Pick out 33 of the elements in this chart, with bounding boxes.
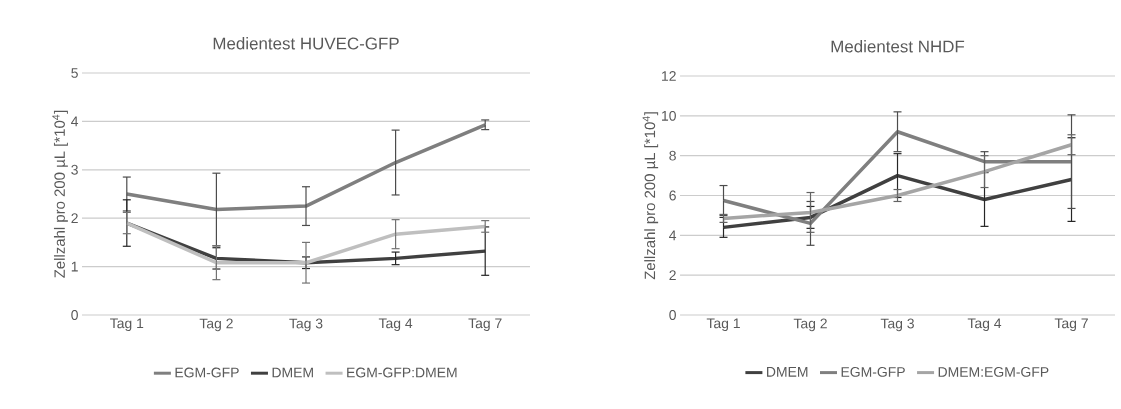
x-tick-label: Tag 2 (199, 318, 233, 332)
y-tick-label: 5 (71, 68, 78, 78)
y-tick-label: 0 (669, 310, 676, 320)
y-tick-label: 4 (669, 230, 677, 241)
y-axis-title: Zellzahl pro 200 µL [*10$^{4}$] (52, 110, 68, 278)
y-tick-label: 10 (662, 110, 676, 121)
legend-label: DMEM (272, 367, 313, 378)
x-tick-label: Tag 3 (880, 318, 914, 332)
x-tick-label: Tag 7 (1054, 318, 1088, 332)
x-tick-label: Tag 7 (468, 318, 502, 332)
x-tick-label: Tag 1 (706, 318, 740, 332)
chart-title: Medientest NHDF (831, 40, 965, 53)
legend-label: EGM-GFP:DMEM (347, 367, 457, 378)
x-tick-label: Tag 4 (967, 318, 1002, 332)
y-tick-label: 0 (71, 310, 78, 320)
y-tick-label: 4 (71, 116, 79, 127)
legend-label: DMEM:EGM-GFP (938, 366, 1049, 377)
legend-label: DMEM (767, 367, 808, 377)
y-tick-label: 2 (669, 270, 676, 281)
y-tick-label: 8 (669, 150, 676, 161)
legend-label: EGM-GFP (175, 367, 239, 378)
x-tick-label: Tag 4 (378, 318, 413, 332)
y-tick-label: 3 (71, 164, 78, 175)
x-tick-label: Tag 3 (289, 318, 323, 332)
x-tick-label: Tag 1 (110, 318, 144, 332)
y-axis-title: Zellzahl pro 200 µL [*10$^{4}$] (642, 112, 659, 280)
y-tick-label: 1 (71, 261, 78, 272)
y-tick-label: 2 (71, 213, 78, 224)
y-tick-label: 6 (669, 190, 676, 201)
chart-title: Medientest HUVEC-GFP (213, 37, 399, 50)
legend-label: EGM-GFP (841, 366, 905, 377)
x-tick-label: Tag 2 (793, 318, 827, 332)
y-tick-label: 12 (662, 71, 676, 81)
